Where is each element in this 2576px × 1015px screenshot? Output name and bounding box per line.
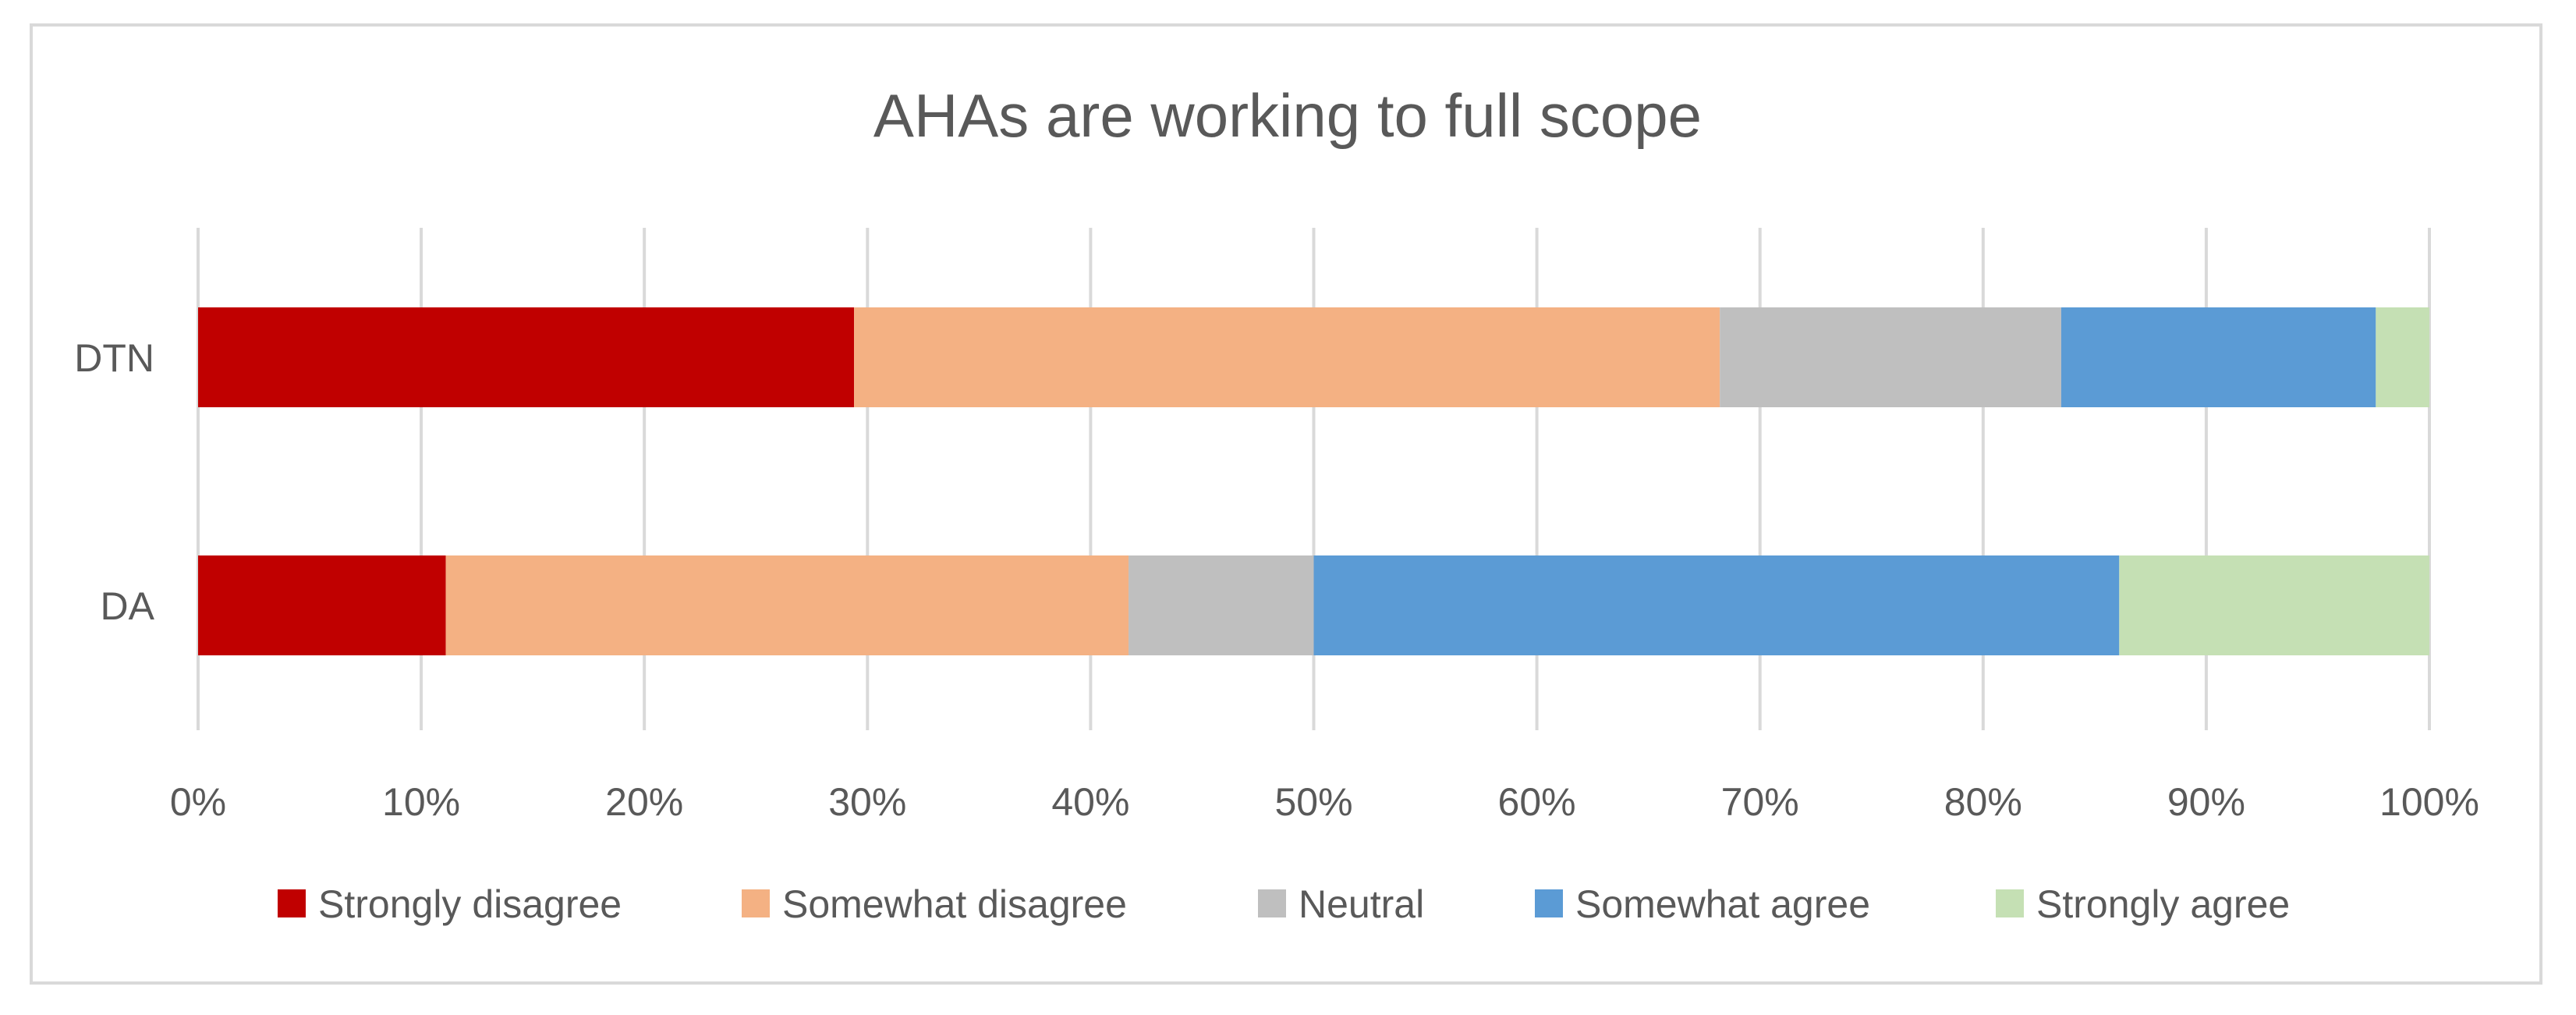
legend: Strongly disagree Somewhat disagree Neutra… bbox=[278, 882, 2290, 926]
bar-segment bbox=[1720, 307, 2061, 407]
bar-segment bbox=[2119, 555, 2429, 655]
x-tick-label: 100% bbox=[2379, 780, 2479, 824]
chart-frame bbox=[30, 23, 2542, 985]
x-axis-tick-labels: 0% 10% 20% 30% 40% 50% 60% 70% 80% 90% 100% bbox=[170, 780, 2479, 824]
legend-item: Strongly disagree bbox=[278, 882, 622, 926]
legend-label: Strongly agree bbox=[2036, 882, 2290, 926]
legend-label: Somewhat agree bbox=[1575, 882, 1870, 926]
bar-segment bbox=[445, 555, 1129, 655]
chart-title: AHAs are working to full scope bbox=[873, 81, 1702, 150]
bars bbox=[198, 307, 2429, 655]
legend-label: Strongly disagree bbox=[318, 882, 622, 926]
bar-segment bbox=[1313, 555, 2120, 655]
bar-segment bbox=[2376, 307, 2429, 407]
y-category-label: DA bbox=[101, 584, 155, 628]
x-tick-label: 40% bbox=[1051, 780, 1129, 824]
legend-item: Neutral bbox=[1258, 882, 1424, 926]
bar-segment bbox=[198, 555, 446, 655]
x-tick-label: 10% bbox=[382, 780, 460, 824]
legend-swatch bbox=[1996, 889, 2024, 917]
x-tick-label: 80% bbox=[1944, 780, 2022, 824]
y-axis-category-labels: DTN DA bbox=[74, 336, 154, 628]
x-tick-label: 20% bbox=[605, 780, 683, 824]
x-tick-label: 0% bbox=[170, 780, 226, 824]
legend-swatch bbox=[278, 889, 306, 917]
x-tick-label: 70% bbox=[1721, 780, 1799, 824]
legend-label: Somewhat disagree bbox=[782, 882, 1127, 926]
x-tick-label: 30% bbox=[828, 780, 906, 824]
bar-segment bbox=[1129, 555, 1314, 655]
legend-swatch bbox=[1258, 889, 1286, 917]
bar-segment bbox=[2060, 307, 2376, 407]
y-category-label: DTN bbox=[74, 336, 154, 380]
legend-item: Somewhat disagree bbox=[742, 882, 1127, 926]
bar-segment bbox=[854, 307, 1720, 407]
x-tick-label: 90% bbox=[2167, 780, 2245, 824]
legend-swatch bbox=[1535, 889, 1563, 917]
legend-label: Neutral bbox=[1299, 882, 1424, 926]
legend-item: Strongly agree bbox=[1996, 882, 2290, 926]
bar-segment bbox=[198, 307, 855, 407]
x-tick-label: 60% bbox=[1498, 780, 1576, 824]
x-tick-label: 50% bbox=[1274, 780, 1352, 824]
legend-swatch bbox=[742, 889, 770, 917]
legend-item: Somewhat agree bbox=[1535, 882, 1870, 926]
